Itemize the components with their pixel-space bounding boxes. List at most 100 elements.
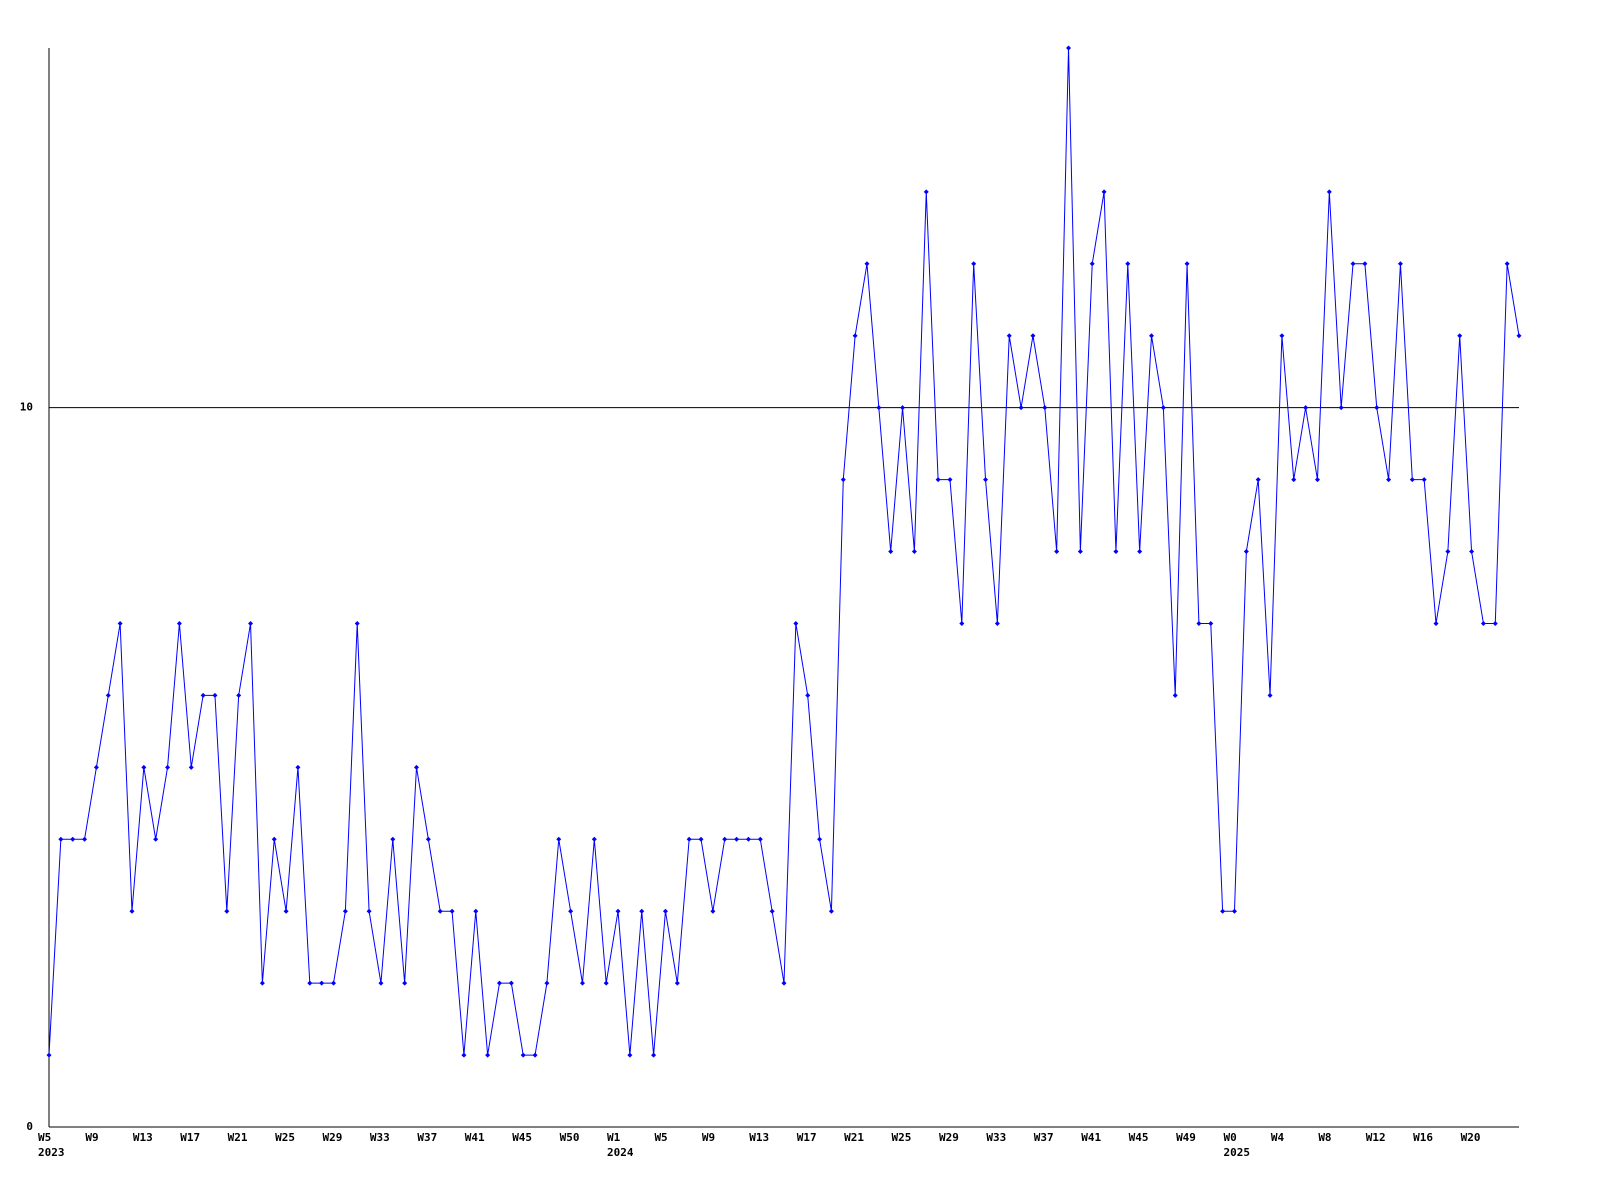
data-point	[556, 836, 562, 842]
data-point	[947, 477, 953, 483]
data-point	[603, 980, 609, 986]
y-tick-label: 0	[26, 1120, 33, 1133]
data-point	[366, 908, 372, 914]
data-point	[876, 405, 882, 411]
data-point	[212, 692, 218, 698]
data-point	[1220, 908, 1226, 914]
x-year-label: 2023	[38, 1146, 65, 1159]
data-point	[1409, 477, 1415, 483]
data-point	[1196, 620, 1202, 626]
x-tick-label: W25	[275, 1131, 295, 1144]
x-tick-label: W37	[417, 1131, 437, 1144]
data-point	[248, 620, 254, 626]
data-point	[651, 1052, 657, 1058]
data-point	[935, 477, 941, 483]
x-tick-label: W21	[844, 1131, 864, 1144]
data-point	[1480, 620, 1486, 626]
data-point	[1338, 405, 1344, 411]
data-point	[331, 980, 337, 986]
data-point	[520, 1052, 526, 1058]
data-point	[591, 836, 597, 842]
data-point	[722, 836, 728, 842]
data-point	[639, 908, 645, 914]
x-tick-label: W1	[607, 1131, 621, 1144]
data-point	[1172, 692, 1178, 698]
data-point	[1314, 477, 1320, 483]
x-tick-label: W13	[133, 1131, 153, 1144]
data-point	[342, 908, 348, 914]
data-point	[769, 908, 775, 914]
data-point	[1243, 549, 1249, 555]
data-point	[923, 189, 929, 195]
data-point	[1018, 405, 1024, 411]
data-point	[414, 764, 419, 770]
data-point	[1469, 549, 1475, 555]
data-point	[1303, 405, 1309, 411]
data-point	[817, 836, 823, 842]
data-point	[496, 980, 502, 986]
data-point	[745, 836, 751, 842]
x-tick-label: W16	[1413, 1131, 1433, 1144]
data-point	[1445, 549, 1451, 555]
x-tick-label: W37	[1034, 1131, 1054, 1144]
data-point	[188, 764, 194, 770]
data-point	[1386, 477, 1392, 483]
data-point	[1374, 405, 1380, 411]
data-point	[1089, 261, 1095, 267]
data-point	[781, 980, 787, 986]
data-point	[983, 477, 989, 483]
data-point	[117, 620, 123, 626]
data-point	[70, 836, 76, 842]
x-tick-label: W21	[228, 1131, 248, 1144]
x-tick-label: W50	[560, 1131, 580, 1144]
data-point	[165, 764, 171, 770]
data-point	[402, 980, 408, 986]
x-tick-label: W17	[797, 1131, 817, 1144]
data-point	[1054, 549, 1060, 555]
x-tick-label: W45	[512, 1131, 532, 1144]
x-tick-label: W33	[986, 1131, 1006, 1144]
x-tick-label: W5	[654, 1131, 667, 1144]
data-point	[1231, 908, 1237, 914]
data-point	[686, 836, 692, 842]
data-point	[615, 908, 621, 914]
data-point	[1066, 45, 1072, 51]
data-point	[271, 836, 277, 842]
data-point	[1362, 261, 1368, 267]
data-point	[129, 908, 135, 914]
data-point	[911, 549, 917, 555]
x-tick-label: W9	[702, 1131, 715, 1144]
data-point	[900, 405, 906, 411]
x-year-label: 2025	[1223, 1146, 1250, 1159]
data-point	[93, 764, 99, 770]
x-tick-label: W8	[1318, 1131, 1331, 1144]
data-point	[840, 477, 846, 483]
data-point	[1006, 333, 1012, 339]
data-point	[994, 620, 1000, 626]
x-tick-label: W45	[1129, 1131, 1149, 1144]
data-point	[295, 764, 301, 770]
data-point	[82, 836, 88, 842]
data-point	[805, 692, 811, 698]
data-point	[864, 261, 870, 267]
data-point	[1208, 620, 1214, 626]
data-point	[1042, 405, 1048, 411]
data-point	[698, 836, 704, 842]
data-point	[425, 836, 431, 842]
data-point	[1421, 477, 1427, 483]
x-tick-label: W9	[85, 1131, 98, 1144]
x-tick-label: W41	[1081, 1131, 1101, 1144]
data-point	[283, 908, 289, 914]
x-tick-label: W17	[180, 1131, 200, 1144]
data-point	[1279, 333, 1285, 339]
data-point	[307, 980, 313, 986]
data-point	[710, 908, 716, 914]
data-point	[449, 908, 455, 914]
data-point	[568, 908, 574, 914]
data-point	[971, 261, 977, 267]
data-point	[1433, 620, 1439, 626]
data-point	[674, 980, 680, 986]
y-tick-label: 10	[20, 401, 33, 414]
data-point	[259, 980, 265, 986]
